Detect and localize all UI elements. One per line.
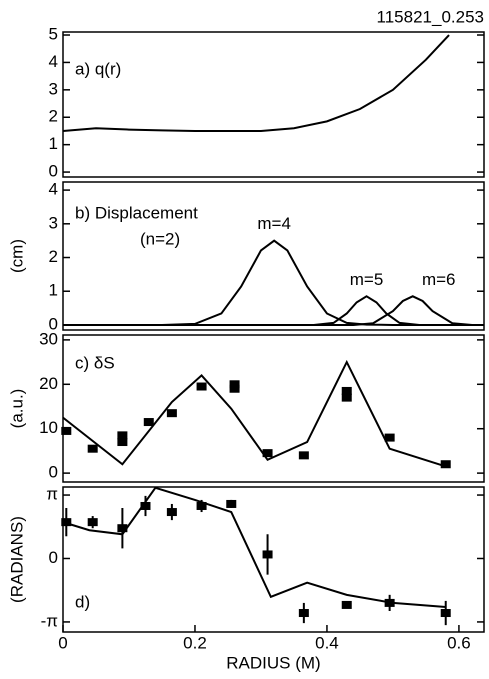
- marker: [140, 501, 151, 510]
- y-tick-label: 20: [39, 374, 58, 393]
- annotation: (n=2): [140, 229, 180, 248]
- y-tick-label: 1: [49, 281, 58, 300]
- series-label: m=5: [350, 270, 384, 289]
- marker: [166, 409, 177, 418]
- y-axis-label: (a.u.): [7, 389, 26, 429]
- panel-frame: [62, 486, 485, 633]
- marker: [440, 460, 451, 469]
- marker: [61, 426, 72, 435]
- y-tick-label: 0: [49, 463, 58, 482]
- marker: [143, 418, 154, 427]
- marker: [298, 609, 309, 618]
- x-tick-label: 0: [58, 633, 67, 652]
- marker: [196, 501, 207, 510]
- annotation: d): [75, 592, 90, 611]
- line: [62, 486, 446, 608]
- y-tick-label: 0: [49, 162, 58, 181]
- marker: [61, 518, 72, 527]
- marker: [341, 386, 352, 395]
- series-label: m=6: [422, 270, 456, 289]
- x-tick-label: 0.2: [183, 633, 207, 652]
- marker: [87, 444, 98, 453]
- line: [63, 295, 484, 326]
- y-tick-label: 30: [39, 329, 58, 348]
- annotation: a) q(r): [75, 59, 121, 78]
- line: [62, 359, 447, 468]
- panel-frame: [62, 181, 485, 331]
- marker: [226, 499, 237, 508]
- figure-id: 115821_0.253: [377, 7, 484, 26]
- y-tick-label: 2: [49, 107, 58, 126]
- marker: [384, 433, 395, 442]
- marker: [117, 438, 128, 447]
- y-tick-label: -π: [41, 611, 58, 630]
- y-tick-label: 4: [49, 52, 58, 71]
- y-axis-label: (cm): [7, 239, 26, 273]
- panel-frame: [62, 31, 485, 178]
- marker: [229, 384, 240, 393]
- marker: [384, 598, 395, 607]
- line: [62, 34, 450, 132]
- annotation: b) Displacement: [75, 203, 198, 222]
- y-tick-label: π: [46, 485, 58, 504]
- marker: [117, 524, 128, 533]
- y-tick-label: 5: [49, 24, 58, 43]
- marker: [440, 609, 451, 618]
- marker: [87, 518, 98, 527]
- marker: [196, 382, 207, 391]
- y-tick-label: 4: [49, 180, 58, 199]
- marker: [117, 431, 128, 440]
- marker: [229, 380, 240, 389]
- line: [63, 295, 484, 326]
- y-tick-label: 2: [49, 247, 58, 266]
- y-tick-label: 3: [49, 79, 58, 98]
- y-axis-label: (RADIANS): [7, 516, 26, 603]
- marker: [262, 550, 273, 559]
- annotation: c) δS: [75, 353, 115, 372]
- x-tick-label: 0.6: [447, 633, 471, 652]
- panel-frame: [62, 334, 485, 483]
- marker: [262, 449, 273, 458]
- marker: [166, 508, 177, 517]
- y-tick-label: 1: [49, 134, 58, 153]
- line: [63, 239, 484, 326]
- y-tick-label: 0: [49, 548, 58, 567]
- y-tick-label: 0: [49, 314, 58, 333]
- marker: [341, 393, 352, 402]
- x-tick-label: 0.4: [315, 633, 339, 652]
- y-tick-label: 3: [49, 213, 58, 232]
- series-label: m=4: [257, 214, 291, 233]
- marker: [298, 451, 309, 460]
- marker: [341, 600, 352, 609]
- x-axis-label: RADIUS (M): [226, 653, 320, 672]
- y-tick-label: 10: [39, 418, 58, 437]
